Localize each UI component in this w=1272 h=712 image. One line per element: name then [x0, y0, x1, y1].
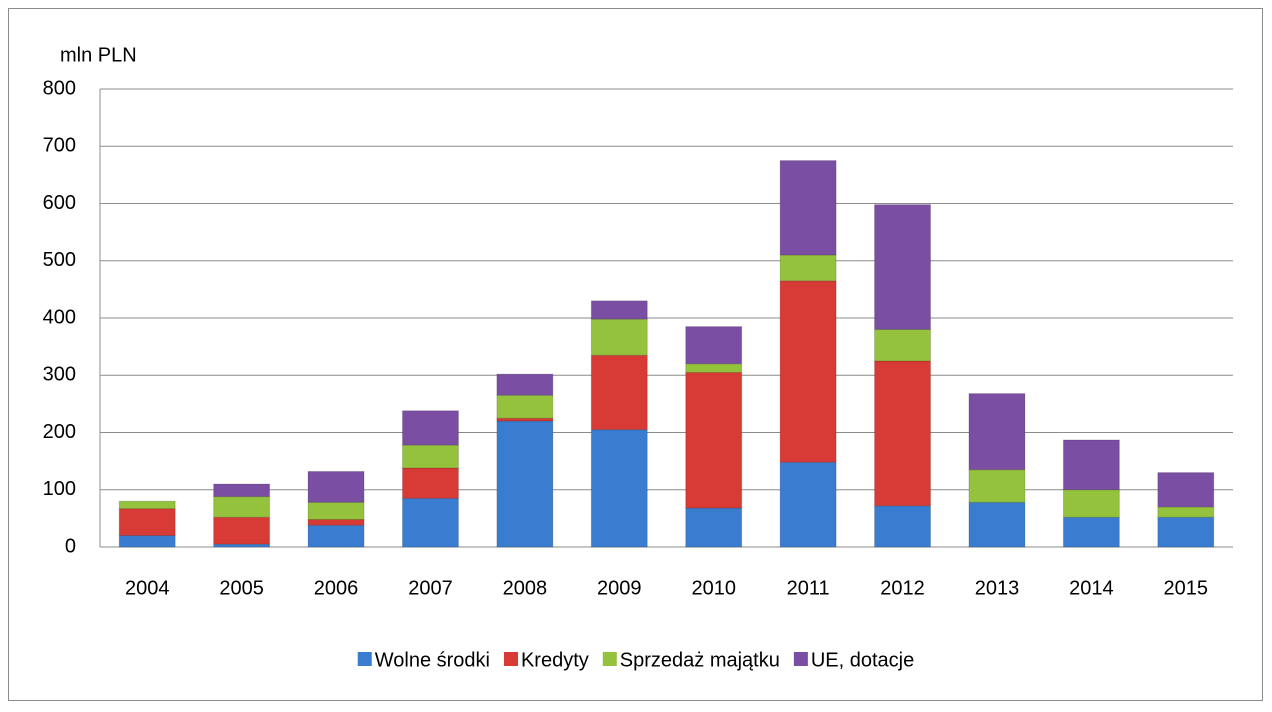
legend-swatch: [503, 652, 518, 666]
bar-segment: [685, 363, 743, 373]
bar-segment: [874, 204, 932, 330]
legend-label: Sprzedaż majątku: [620, 649, 780, 671]
x-tick-label: 2007: [408, 577, 453, 599]
bar-segment: [1157, 516, 1215, 548]
legend-label: Wolne środki: [375, 649, 490, 671]
bar-segment: [590, 300, 648, 320]
bar-segment: [401, 497, 459, 548]
bar-segment: [118, 500, 176, 510]
y-axis-label: mln PLN: [60, 44, 137, 66]
bar-segment: [496, 373, 554, 396]
y-tick-label: 300: [43, 364, 76, 386]
y-tick-label: 400: [43, 306, 76, 328]
bar-segment: [874, 360, 932, 507]
x-tick-label: 2005: [219, 577, 264, 599]
bar-segment: [213, 543, 271, 548]
bar-segment: [1157, 472, 1215, 508]
x-tick-label: 2006: [314, 577, 359, 599]
bar-segment: [307, 501, 365, 521]
bar-segment: [685, 326, 743, 365]
legend-swatch: [602, 652, 617, 666]
x-tick-label: 2011: [787, 577, 830, 599]
y-tick-label: 0: [65, 535, 76, 557]
bar-segment: [118, 508, 176, 537]
bar-segment: [1062, 489, 1120, 518]
bar-segment: [307, 470, 365, 503]
legend-label: UE, dotacje: [811, 649, 914, 671]
bar-segment: [1062, 516, 1120, 548]
bar-segment: [307, 519, 365, 526]
bar-segment: [968, 469, 1026, 503]
x-tick-label: 2014: [1069, 577, 1114, 599]
y-tick-label: 500: [43, 249, 76, 271]
legend-swatch: [357, 652, 372, 666]
x-tick-label: 2010: [691, 577, 736, 599]
bar-segment: [401, 410, 459, 446]
x-tick-label: 2004: [125, 577, 170, 599]
bar-segment: [496, 420, 554, 548]
x-tick-label: 2009: [597, 577, 642, 599]
bar-segment: [968, 393, 1026, 471]
legend-label: Kredyty: [521, 649, 589, 671]
x-tick-label: 2012: [880, 577, 925, 599]
bar-segment: [1062, 439, 1120, 491]
bar-segment: [401, 444, 459, 469]
x-tick-label: 2015: [1164, 577, 1209, 599]
y-tick-label: 700: [43, 135, 76, 157]
bar-segment: [590, 354, 648, 431]
bar-segment: [213, 516, 271, 545]
bar-segment: [779, 160, 837, 256]
y-tick-label: 600: [43, 192, 76, 214]
bar-segment: [874, 328, 932, 362]
bar-segment: [213, 496, 271, 518]
y-tick-label: 100: [43, 478, 76, 500]
y-tick-label: 800: [43, 77, 76, 99]
bar-segment: [118, 535, 176, 548]
bar-segment: [874, 505, 932, 548]
bar-segment: [779, 254, 837, 282]
bar-segment: [213, 483, 271, 498]
bar-segment: [307, 524, 365, 548]
bar-segment: [590, 429, 648, 548]
bar-segment: [779, 280, 837, 463]
bar-segment: [496, 394, 554, 419]
bar-segment: [401, 467, 459, 499]
x-tick-label: 2008: [503, 577, 548, 599]
bar-segment: [968, 501, 1026, 548]
bar-segment: [1157, 506, 1215, 518]
bar-segment: [685, 371, 743, 509]
bar-segment: [685, 507, 743, 548]
x-tick-label: 2013: [975, 577, 1020, 599]
bar-segment: [590, 318, 648, 356]
legend-swatch: [793, 652, 808, 666]
y-tick-label: 200: [43, 421, 76, 443]
bar-segment: [779, 461, 837, 548]
